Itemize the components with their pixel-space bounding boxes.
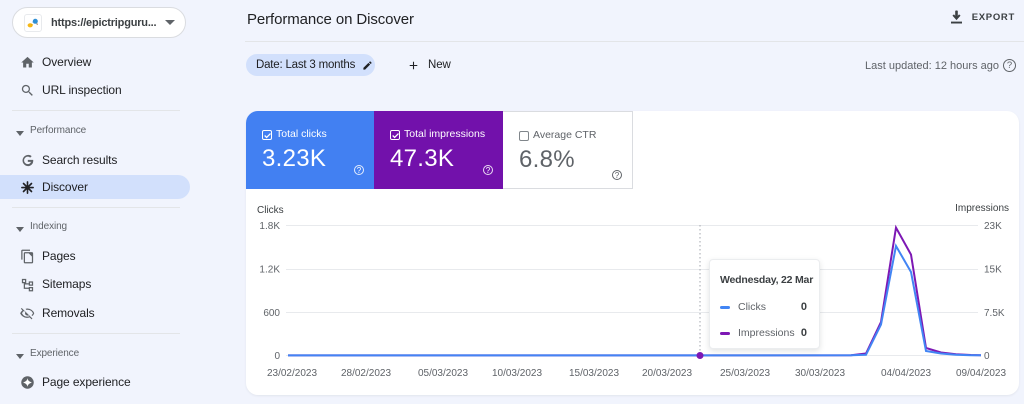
svg-text:04/04/2023: 04/04/2023: [881, 368, 931, 379]
svg-text:7.5K: 7.5K: [984, 308, 1005, 319]
svg-text:23/02/2023: 23/02/2023: [267, 368, 317, 379]
svg-text:10/03/2023: 10/03/2023: [492, 368, 542, 379]
svg-text:20/03/2023: 20/03/2023: [642, 368, 692, 379]
svg-text:05/03/2023: 05/03/2023: [418, 368, 468, 379]
svg-text:28/02/2023: 28/02/2023: [341, 368, 391, 379]
svg-text:Clicks: Clicks: [257, 205, 284, 216]
svg-text:0: 0: [274, 351, 280, 362]
svg-text:25/03/2023: 25/03/2023: [720, 368, 770, 379]
svg-text:Impressions: Impressions: [955, 203, 1009, 214]
svg-text:15/03/2023: 15/03/2023: [569, 368, 619, 379]
svg-text:1.8K: 1.8K: [259, 221, 280, 232]
svg-text:1.2K: 1.2K: [259, 265, 280, 276]
svg-text:30/03/2023: 30/03/2023: [795, 368, 845, 379]
svg-text:23K: 23K: [984, 221, 1002, 232]
svg-text:15K: 15K: [984, 265, 1002, 276]
svg-text:0: 0: [984, 351, 990, 362]
svg-text:600: 600: [263, 308, 280, 319]
svg-text:09/04/2023: 09/04/2023: [956, 368, 1006, 379]
